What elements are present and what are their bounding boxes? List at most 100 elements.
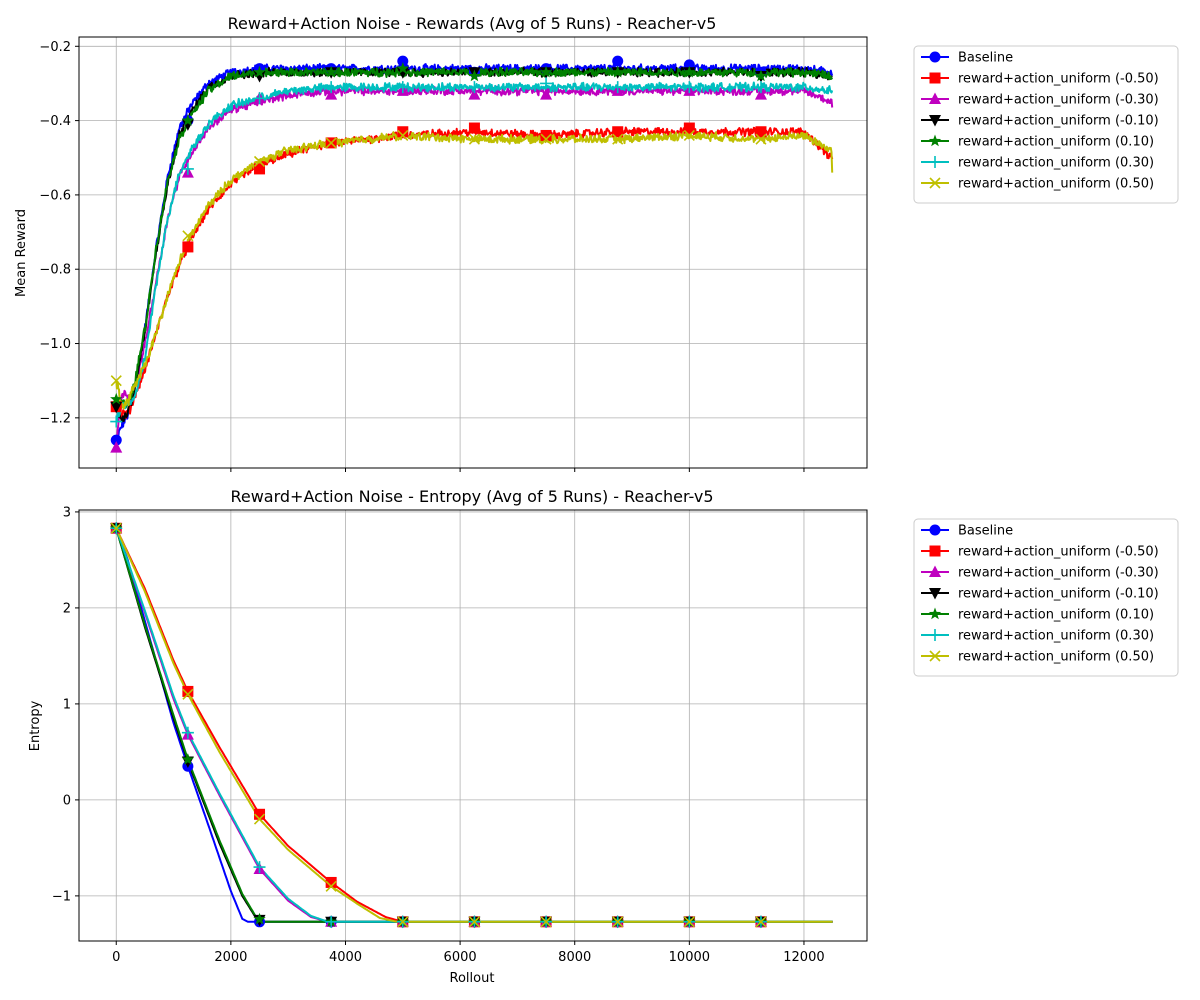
series-marker-3 [253, 71, 266, 83]
entropy-series-markers [110, 521, 768, 929]
series-marker-5 [253, 861, 266, 874]
series-marker-4 [611, 65, 624, 78]
legend-swatch-marker [929, 115, 941, 127]
series-marker-4 [181, 114, 195, 126]
rewards-legend: Baseline reward+action_uniform (-0.50) rew… [913, 45, 1179, 204]
series-marker-5 [181, 162, 194, 175]
legend-entry: Baseline [958, 524, 1013, 539]
legend-swatch-marker [929, 177, 941, 189]
series-marker-1 [254, 808, 266, 820]
series-marker-1 [540, 129, 552, 141]
series-marker-5 [110, 415, 123, 428]
entropy-axes: 0 2000 4000 6000 8000 10000 12000 −1 0 1 2 3 [52, 505, 868, 965]
legend-swatch-marker [929, 92, 941, 104]
axes-frame [78, 509, 868, 942]
series-marker-1 [182, 685, 194, 697]
series-marker-0 [397, 55, 409, 67]
legend-swatch-marker [928, 134, 942, 147]
legend-swatch-marker [929, 156, 941, 168]
series-marker-6 [182, 230, 194, 242]
series-marker-4 [324, 65, 338, 78]
legend-box [913, 45, 1179, 204]
series-marker-0 [612, 55, 624, 67]
series-marker-6 [683, 916, 695, 928]
series-marker-4 [253, 65, 266, 78]
series-marker-4 [683, 65, 696, 78]
series-marker-6 [683, 129, 695, 142]
series-marker-5 [181, 726, 194, 739]
series-marker-5 [325, 81, 338, 94]
series-marker-4 [110, 392, 123, 405]
entropy-y-axis-label: Entropy [28, 700, 43, 751]
series-marker-6 [397, 916, 409, 928]
series-marker-6 [540, 133, 552, 145]
series-marker-5 [611, 81, 624, 94]
legend-swatch-marker [929, 72, 941, 84]
series-marker-6 [397, 129, 409, 142]
series-marker-4 [253, 912, 266, 925]
y-tick-label: 2 [63, 601, 71, 616]
series-marker-6 [468, 133, 480, 145]
legend-entry: reward+action_uniform (0.10) [958, 608, 1154, 623]
series-marker-1 [755, 126, 767, 138]
rewards-title: Reward+Action Noise - Rewards (Avg of 5 … [228, 14, 717, 33]
y-tick-label: 0 [63, 793, 71, 808]
x-tick-label: 6000 [444, 950, 477, 965]
legend-swatch-marker [929, 588, 941, 600]
series-marker-6 [755, 916, 767, 928]
axes-frame [78, 36, 868, 469]
y-tick-label: −0.8 [39, 263, 71, 278]
series-marker-6 [253, 813, 266, 825]
entropy-panel: Reward+Action Noise - Entropy (Avg of 5 … [28, 487, 1179, 986]
series-marker-6 [468, 916, 480, 928]
series-marker-0 [110, 434, 122, 446]
legend-box [913, 518, 1179, 677]
series-marker-5 [253, 92, 266, 105]
y-tick-label: −1.0 [39, 337, 71, 352]
legend-swatch-marker [928, 607, 942, 620]
legend-entry: reward+action_uniform (0.50) [958, 650, 1154, 665]
series-marker-2 [468, 88, 481, 100]
series-marker-1 [612, 126, 624, 138]
y-tick-label: 1 [63, 697, 71, 712]
series-marker-6 [612, 916, 624, 928]
legend-entry: reward+action_uniform (-0.50) [958, 545, 1159, 560]
series-marker-1 [397, 126, 409, 138]
legend-swatch-marker [929, 565, 941, 577]
rewards-grid [79, 37, 867, 468]
series-marker-2 [540, 88, 553, 100]
y-tick-label: −0.4 [39, 114, 71, 129]
x-tick-label: 0 [112, 950, 120, 965]
entropy-title: Reward+Action Noise - Entropy (Avg of 5 … [230, 487, 713, 506]
legend-swatch-marker [929, 51, 941, 63]
x-tick-label: 2000 [214, 950, 247, 965]
entropy-grid [79, 510, 867, 941]
y-tick-label: −0.6 [39, 188, 71, 203]
x-tick-label: 4000 [329, 950, 362, 965]
series-marker-5 [396, 81, 409, 94]
series-marker-6 [612, 133, 624, 145]
series-marker-6 [325, 880, 337, 892]
legend-entry: reward+action_uniform (0.30) [958, 156, 1154, 171]
legend-swatch-marker [929, 524, 941, 536]
series-marker-4 [181, 753, 195, 765]
series-marker-6 [540, 916, 552, 928]
series-marker-1 [468, 122, 480, 134]
series-marker-3 [396, 67, 409, 79]
series-marker-6 [110, 375, 122, 387]
legend-entry: reward+action_uniform (-0.10) [958, 587, 1159, 602]
y-tick-label: −1 [52, 889, 71, 904]
legend-entry: reward+action_uniform (0.30) [958, 629, 1154, 644]
series-marker-4 [754, 69, 768, 82]
rewards-panel: Reward+Action Noise - Rewards (Avg of 5 … [14, 14, 1179, 472]
series-marker-6 [253, 155, 266, 168]
rewards-y-axis-label: Mean Reward [14, 209, 29, 297]
series-marker-4 [396, 62, 409, 74]
series-marker-4 [468, 69, 481, 82]
series-marker-2 [325, 88, 338, 100]
series-marker-6 [110, 522, 122, 534]
series-marker-5 [325, 915, 338, 928]
series-marker-4 [539, 65, 553, 78]
x-tick-label: 12000 [783, 950, 824, 965]
